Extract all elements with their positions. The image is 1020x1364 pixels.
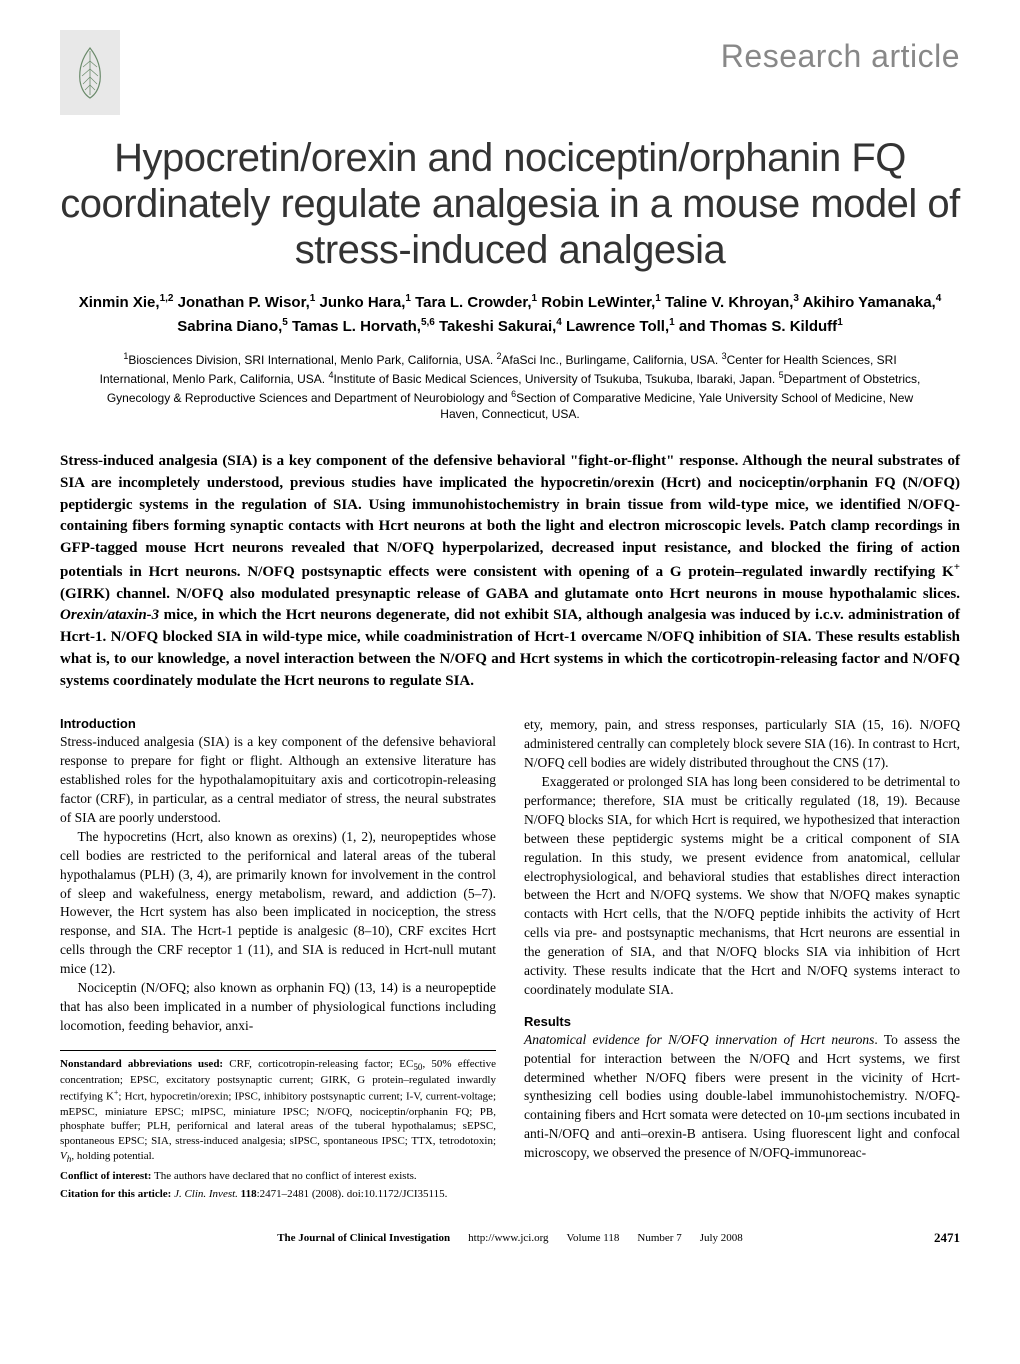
footer-journal: The Journal of Clinical Investigation [277, 1232, 450, 1244]
col2-p1: ety, memory, pain, and stress responses,… [524, 716, 960, 773]
footnote-citation: Citation for this article: J. Clin. Inve… [60, 1187, 496, 1202]
section-label: Research article [135, 30, 960, 75]
footnotes: Nonstandard abbreviations used: CRF, cor… [60, 1057, 496, 1202]
journal-logo [60, 30, 120, 115]
page-footer: The Journal of Clinical Investigation ht… [60, 1232, 960, 1244]
footnote-conflict: Conflict of interest: The authors have d… [60, 1169, 496, 1184]
footnote-separator [60, 1050, 496, 1051]
footer-volume: Volume 118 [567, 1232, 620, 1244]
abstract: Stress-induced analgesia (SIA) is a key … [60, 451, 960, 692]
page: Research article Hypocretin/orexin and n… [0, 0, 1020, 1269]
results-heading: Results [524, 1014, 960, 1029]
intro-p2: The hypocretins (Hcrt, also known as ore… [60, 828, 496, 979]
col2-p2: Exaggerated or prolonged SIA has long be… [524, 773, 960, 1000]
footer-number: Number 7 [637, 1232, 681, 1244]
column-left: Introduction Stress-induced analgesia (S… [60, 716, 496, 1204]
results-body: Anatomical evidence for N/OFQ innervatio… [524, 1031, 960, 1163]
intro-heading: Introduction [60, 716, 496, 731]
article-title: Hypocretin/orexin and nociceptin/orphani… [60, 135, 960, 273]
footer-url: http://www.jci.org [468, 1232, 548, 1244]
body-columns: Introduction Stress-induced analgesia (S… [60, 716, 960, 1204]
intro-p1: Stress-induced analgesia (SIA) is a key … [60, 733, 496, 827]
page-number: 2471 [934, 1230, 960, 1246]
header-bar: Research article [60, 30, 960, 115]
col2-body: ety, memory, pain, and stress responses,… [524, 716, 960, 999]
leaf-icon [70, 43, 110, 103]
column-right: ety, memory, pain, and stress responses,… [524, 716, 960, 1204]
authors: Xinmin Xie,1,2 Jonathan P. Wisor,1 Junko… [60, 291, 960, 338]
affiliations: 1Biosciences Division, SRI International… [90, 350, 930, 423]
intro-p3: Nociceptin (N/OFQ; also known as orphani… [60, 979, 496, 1036]
intro-body: Stress-induced analgesia (SIA) is a key … [60, 733, 496, 1035]
footnote-abbreviations: Nonstandard abbreviations used: CRF, cor… [60, 1057, 496, 1166]
results-p1: Anatomical evidence for N/OFQ innervatio… [524, 1031, 960, 1163]
footer-date: July 2008 [700, 1232, 743, 1244]
